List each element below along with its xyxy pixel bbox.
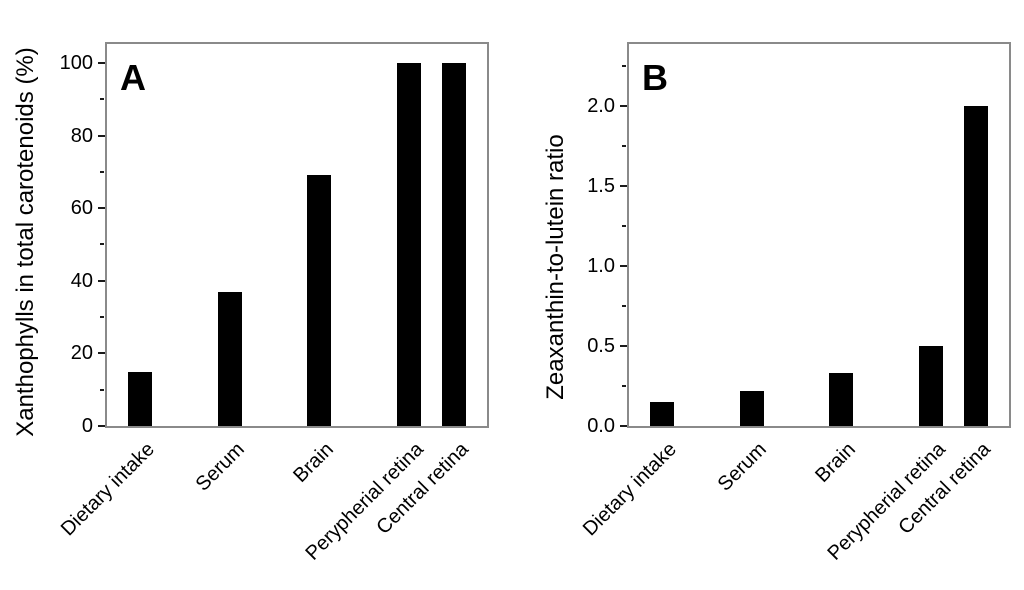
bar-dietary-intake-b	[650, 402, 674, 426]
y-axis-title-a: Xanthophylls in total carotenoids (%)	[12, 47, 39, 437]
y-axis-minor-tick-a	[100, 316, 104, 319]
y-axis-minor-tick-b	[622, 145, 626, 148]
y-axis-minor-tick-a	[100, 170, 104, 173]
bar-brain-b	[829, 373, 853, 426]
panel-label-b: B	[642, 57, 668, 98]
y-axis-tick-label-a: 60	[70, 197, 93, 220]
y-axis-tick-label-b: 2.0	[587, 95, 615, 118]
y-axis-major-tick-a	[98, 207, 105, 210]
y-axis-tick-label-b: 1.0	[587, 255, 615, 278]
y-axis-major-tick-a	[98, 279, 105, 282]
bar-central-retina-a	[442, 63, 466, 426]
y-axis-minor-tick-a	[100, 98, 104, 101]
y-axis-major-tick-a	[98, 352, 105, 355]
y-axis-major-tick-b	[620, 105, 627, 108]
bar-serum-b	[740, 391, 764, 426]
y-axis-minor-tick-b	[622, 65, 626, 68]
y-axis-major-tick-b	[620, 185, 627, 188]
y-axis-major-tick-a	[98, 425, 105, 427]
y-axis-tick-label-a: 100	[59, 51, 93, 74]
y-axis-tick-label-b: 0.0	[587, 415, 615, 437]
y-axis-major-tick-a	[98, 61, 105, 64]
y-axis-minor-tick-b	[622, 385, 626, 388]
panel-label-a: A	[120, 57, 146, 98]
y-axis-minor-tick-b	[622, 305, 626, 308]
y-axis-tick-label-a: 40	[70, 269, 93, 292]
plot-area-a: A	[105, 42, 489, 428]
bar-dietary-intake-a	[128, 372, 152, 426]
y-axis-tick-label-b: 1.5	[587, 175, 615, 198]
y-axis-major-tick-b	[620, 265, 627, 268]
y-axis-minor-tick-a	[100, 243, 104, 246]
bar-serum-a	[218, 292, 242, 426]
y-axis-tick-label-b: 0.5	[587, 335, 615, 358]
y-axis-major-tick-b	[620, 425, 627, 427]
bar-central-retina-b	[964, 106, 988, 426]
y-axis-tick-label-a: 80	[70, 124, 93, 147]
y-axis-tick-label-a: 20	[70, 342, 93, 365]
y-axis-minor-tick-a	[100, 388, 104, 391]
y-axis-major-tick-b	[620, 345, 627, 348]
plot-area-b: B	[627, 42, 1011, 428]
bar-brain-a	[307, 175, 331, 426]
bar-perypherial-retina-a	[397, 63, 421, 426]
bar-perypherial-retina-b	[919, 346, 943, 426]
y-axis-minor-tick-b	[622, 225, 626, 228]
y-axis-major-tick-a	[98, 134, 105, 137]
y-axis-tick-label-a: 0	[81, 415, 93, 437]
